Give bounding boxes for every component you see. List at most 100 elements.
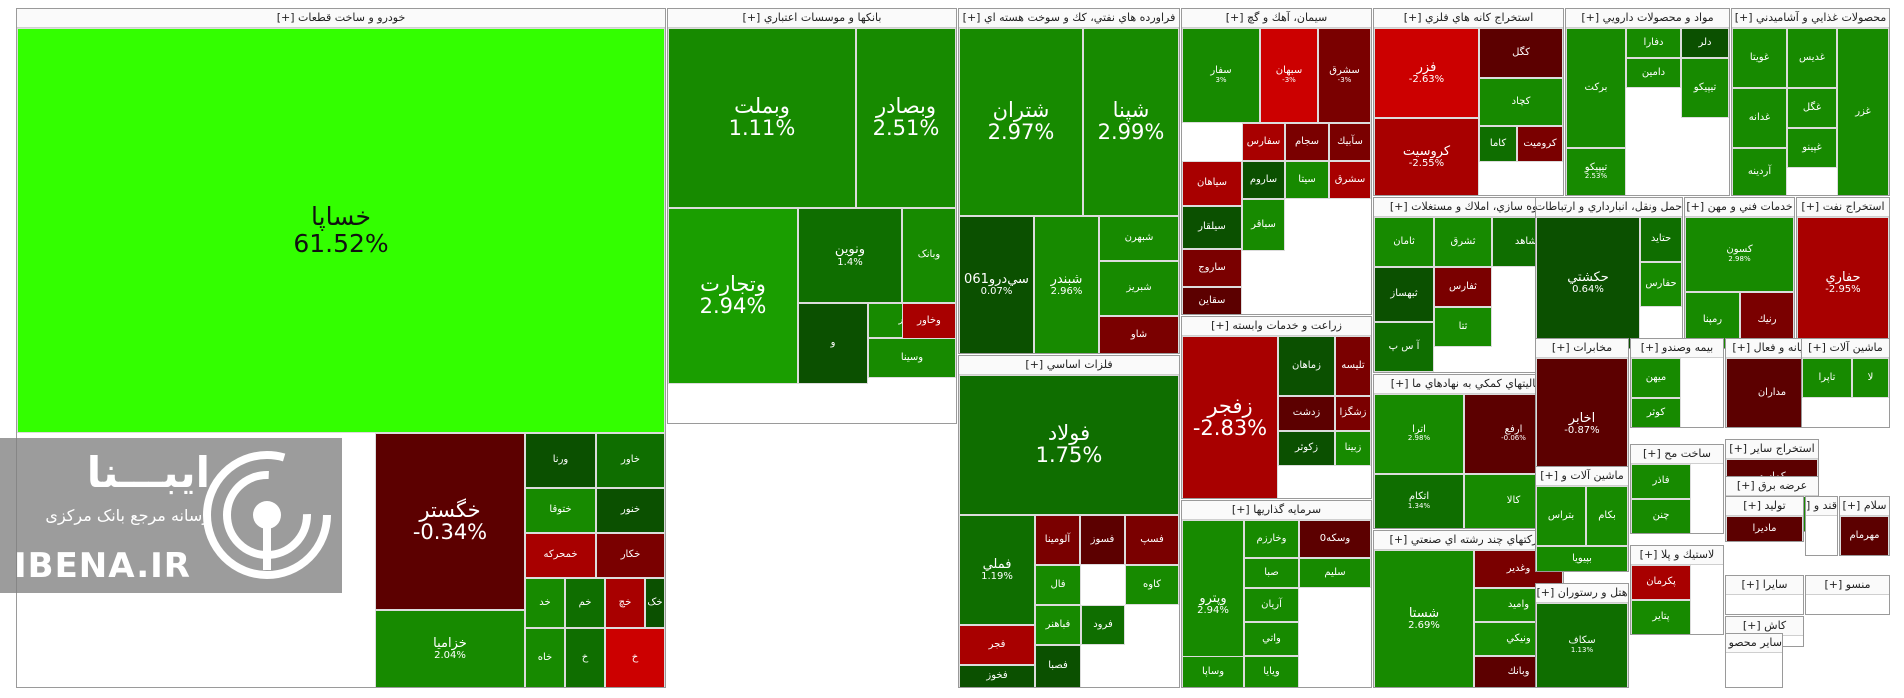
stock-tile[interactable]: خ — [605, 628, 665, 687]
stock-tile[interactable]: خم — [565, 578, 605, 628]
stock-tile[interactable]: چنن — [1631, 499, 1691, 533]
stock-tile[interactable]: فباهنر — [1035, 605, 1081, 645]
stock-tile[interactable]: سكاف 1.13% — [1536, 603, 1628, 687]
sector-17[interactable]: ماشين آلات و [+] بكام بتراس بپيويا — [1535, 466, 1629, 572]
sector-16[interactable]: مخابرات [+] اخابر -0.87% — [1535, 338, 1629, 490]
stock-tile[interactable]: بتراس — [1536, 486, 1586, 546]
sector-title[interactable]: مواد و محصولات دارويي [+] — [1566, 9, 1729, 28]
stock-tile[interactable]: شبندر 2.96% — [1034, 216, 1099, 353]
stock-tile[interactable]: سجام — [1285, 123, 1329, 161]
stock-tile[interactable]: ثامان — [1374, 217, 1434, 267]
sector-title[interactable]: حمل ونقل، انبارداري و ارتباطات [+] — [1536, 198, 1682, 217]
sector-15[interactable]: استخراج نفت [+] حفاري -2.95% — [1796, 197, 1890, 349]
stock-tile[interactable]: فزر -2.63% — [1374, 28, 1479, 118]
stock-tile[interactable]: فال — [1035, 565, 1081, 605]
sector-title[interactable]: فعاليتهاي كمكي به نهادهاي ما [+] — [1374, 375, 1563, 394]
sector-title[interactable]: سرمايه گذاريها [+] — [1182, 501, 1371, 520]
sector-title[interactable]: زراعت و خدمات وابسته [+] — [1182, 317, 1371, 336]
stock-tile[interactable]: مهرمام — [1840, 516, 1889, 555]
stock-tile[interactable]: ثتا — [1434, 307, 1492, 347]
sector-3[interactable]: فلزات اساسي [+] فولاد 1.75% فملي 1.19% آلومين… — [958, 355, 1180, 688]
stock-tile[interactable]: فولاد 1.75% — [959, 375, 1179, 515]
stock-tile[interactable]: تيپيكو 2.53% — [1566, 148, 1626, 195]
stock-tile[interactable]: ثبهساز — [1374, 267, 1434, 322]
stock-tile[interactable]: خگستر -0.34% — [375, 433, 525, 610]
stock-tile[interactable]: ثفارس — [1434, 267, 1492, 307]
stock-tile[interactable]: زبينا — [1335, 431, 1371, 466]
stock-tile[interactable]: آ س پ — [1374, 322, 1434, 372]
stock-tile[interactable]: ميهن — [1631, 358, 1681, 398]
stock-tile[interactable]: آريان — [1244, 588, 1299, 622]
stock-tile[interactable]: وخارزم — [1244, 520, 1299, 558]
stock-tile[interactable]: پتاير — [1631, 600, 1691, 634]
stock-tile[interactable]: حكشتي 0.64% — [1536, 217, 1640, 348]
sector-title[interactable]: قند و [+] — [1806, 497, 1837, 516]
stock-tile[interactable]: زكوثر — [1278, 431, 1335, 466]
stock-tile[interactable]: سيلقار — [1182, 206, 1242, 249]
stock-tile[interactable]: وسينا — [868, 338, 956, 378]
stock-tile[interactable]: و — [798, 303, 868, 384]
sector-4[interactable]: سيمان، آهك و گچ [+] سفار 3% سبهان -3% سشرق -3%… — [1181, 8, 1372, 315]
stock-tile[interactable]: وبانک — [902, 208, 956, 303]
sector-32[interactable]: ساير محصو [+] — [1725, 633, 1783, 688]
stock-tile[interactable]: سفارس — [1242, 123, 1285, 161]
sector-6[interactable]: سرمايه گذاريها [+] وپترو 2.94% وخارزم وسكه0 س… — [1181, 500, 1372, 688]
stock-tile[interactable]: سبهان -3% — [1260, 28, 1318, 123]
sector-21[interactable]: لاستيك و پلا [+] پكرمان پتاير — [1630, 545, 1724, 635]
stock-tile[interactable]: شبريز — [1099, 261, 1179, 316]
stock-tile[interactable]: واتي — [1244, 622, 1299, 656]
sector-12[interactable]: محصولات غذايي و آشاميدني [+] غويتا غديس غدا… — [1731, 8, 1890, 196]
sector-20[interactable]: ساخت مح [+] فاذر چنن — [1630, 444, 1724, 534]
stock-tile[interactable]: سفار 3% — [1182, 28, 1260, 123]
sector-28[interactable]: سلام [+] مهرمام — [1839, 496, 1890, 556]
sector-title[interactable]: عرضه برق [+] — [1726, 477, 1818, 496]
stock-tile[interactable]: خد — [525, 578, 565, 628]
sector-title[interactable]: ماشين آلات [+] — [1802, 339, 1889, 358]
sector-title[interactable]: ساخت مح [+] — [1631, 445, 1723, 464]
stock-tile[interactable]: فسوز — [1080, 515, 1125, 565]
stock-tile[interactable]: زفجر -2.83% — [1182, 336, 1278, 498]
sector-title[interactable]: منسو [+] — [1806, 576, 1889, 595]
stock-tile[interactable]: فجر — [959, 625, 1035, 665]
stock-tile[interactable]: فصبا — [1035, 645, 1081, 687]
sector-title[interactable]: توليد [+] — [1726, 497, 1803, 516]
stock-tile[interactable]: زماهان — [1278, 336, 1335, 396]
sector-title[interactable]: خدمات فني و مهن [+] — [1685, 198, 1794, 217]
stock-tile[interactable]: ثشرق — [1434, 217, 1492, 267]
sector-11[interactable]: مواد و محصولات دارويي [+] بركت دفارا دامين ت… — [1565, 8, 1730, 196]
stock-tile[interactable]: غپينو — [1787, 128, 1837, 168]
stock-tile[interactable]: شاو — [1099, 316, 1179, 353]
stock-tile[interactable]: وبملت 1.11% — [668, 28, 856, 208]
sector-title[interactable]: استخراج نفت [+] — [1797, 198, 1889, 217]
stock-tile[interactable]: حفارس — [1640, 262, 1682, 307]
stock-tile[interactable]: خ — [565, 628, 605, 687]
stock-tile[interactable]: دلر — [1681, 28, 1729, 58]
sector-23[interactable]: ماشين آلات [+] تاپرا لا — [1801, 338, 1890, 428]
sector-title[interactable]: رايانه و فعال [+] — [1726, 339, 1818, 358]
stock-tile[interactable]: سيتا — [1285, 161, 1329, 199]
sector-26[interactable]: توليد [+] مادیرا — [1725, 496, 1804, 542]
stock-tile[interactable]: دامين — [1626, 58, 1681, 88]
sector-title[interactable]: شركتهاي چند رشته اي صنعتي [+] — [1374, 531, 1563, 550]
sector-14[interactable]: خدمات فني و مهن [+] كسون 2.98% رنيك رمپنا — [1684, 197, 1795, 349]
stock-tile[interactable]: پكرمان — [1631, 565, 1691, 600]
sector-title[interactable]: كاش [+] — [1726, 617, 1803, 636]
stock-tile[interactable]: خکار — [596, 533, 665, 578]
stock-tile[interactable]: غگل — [1787, 88, 1837, 128]
sector-title[interactable]: استخراج ساير [+] — [1726, 440, 1818, 459]
stock-tile[interactable]: دفارا — [1626, 28, 1681, 58]
stock-tile[interactable]: غزر — [1837, 28, 1889, 195]
stock-tile[interactable]: كاما — [1479, 126, 1517, 162]
stock-tile[interactable]: خساپا 61.52% — [17, 28, 665, 433]
stock-tile[interactable]: كروسيت -2.55% — [1374, 118, 1479, 195]
sector-9[interactable]: فعاليتهاي كمكي به نهادهاي ما [+] اترا 2.98… — [1373, 374, 1564, 529]
stock-tile[interactable]: سشرق -3% — [1318, 28, 1371, 123]
stock-tile[interactable]: حتايد — [1640, 217, 1682, 262]
sector-title[interactable]: فلزات اساسي [+] — [959, 356, 1179, 375]
sector-13[interactable]: حمل ونقل، انبارداري و ارتباطات [+]حكشتي0… — [1535, 197, 1683, 349]
stock-tile[interactable]: سي‌درو061 0.07% — [959, 216, 1034, 353]
stock-tile[interactable]: زدشت — [1278, 396, 1335, 431]
stock-tile[interactable]: فسپ — [1125, 515, 1179, 565]
stock-tile[interactable]: شپنا 2.99% — [1083, 28, 1179, 216]
stock-tile[interactable]: سقاين — [1182, 287, 1242, 314]
